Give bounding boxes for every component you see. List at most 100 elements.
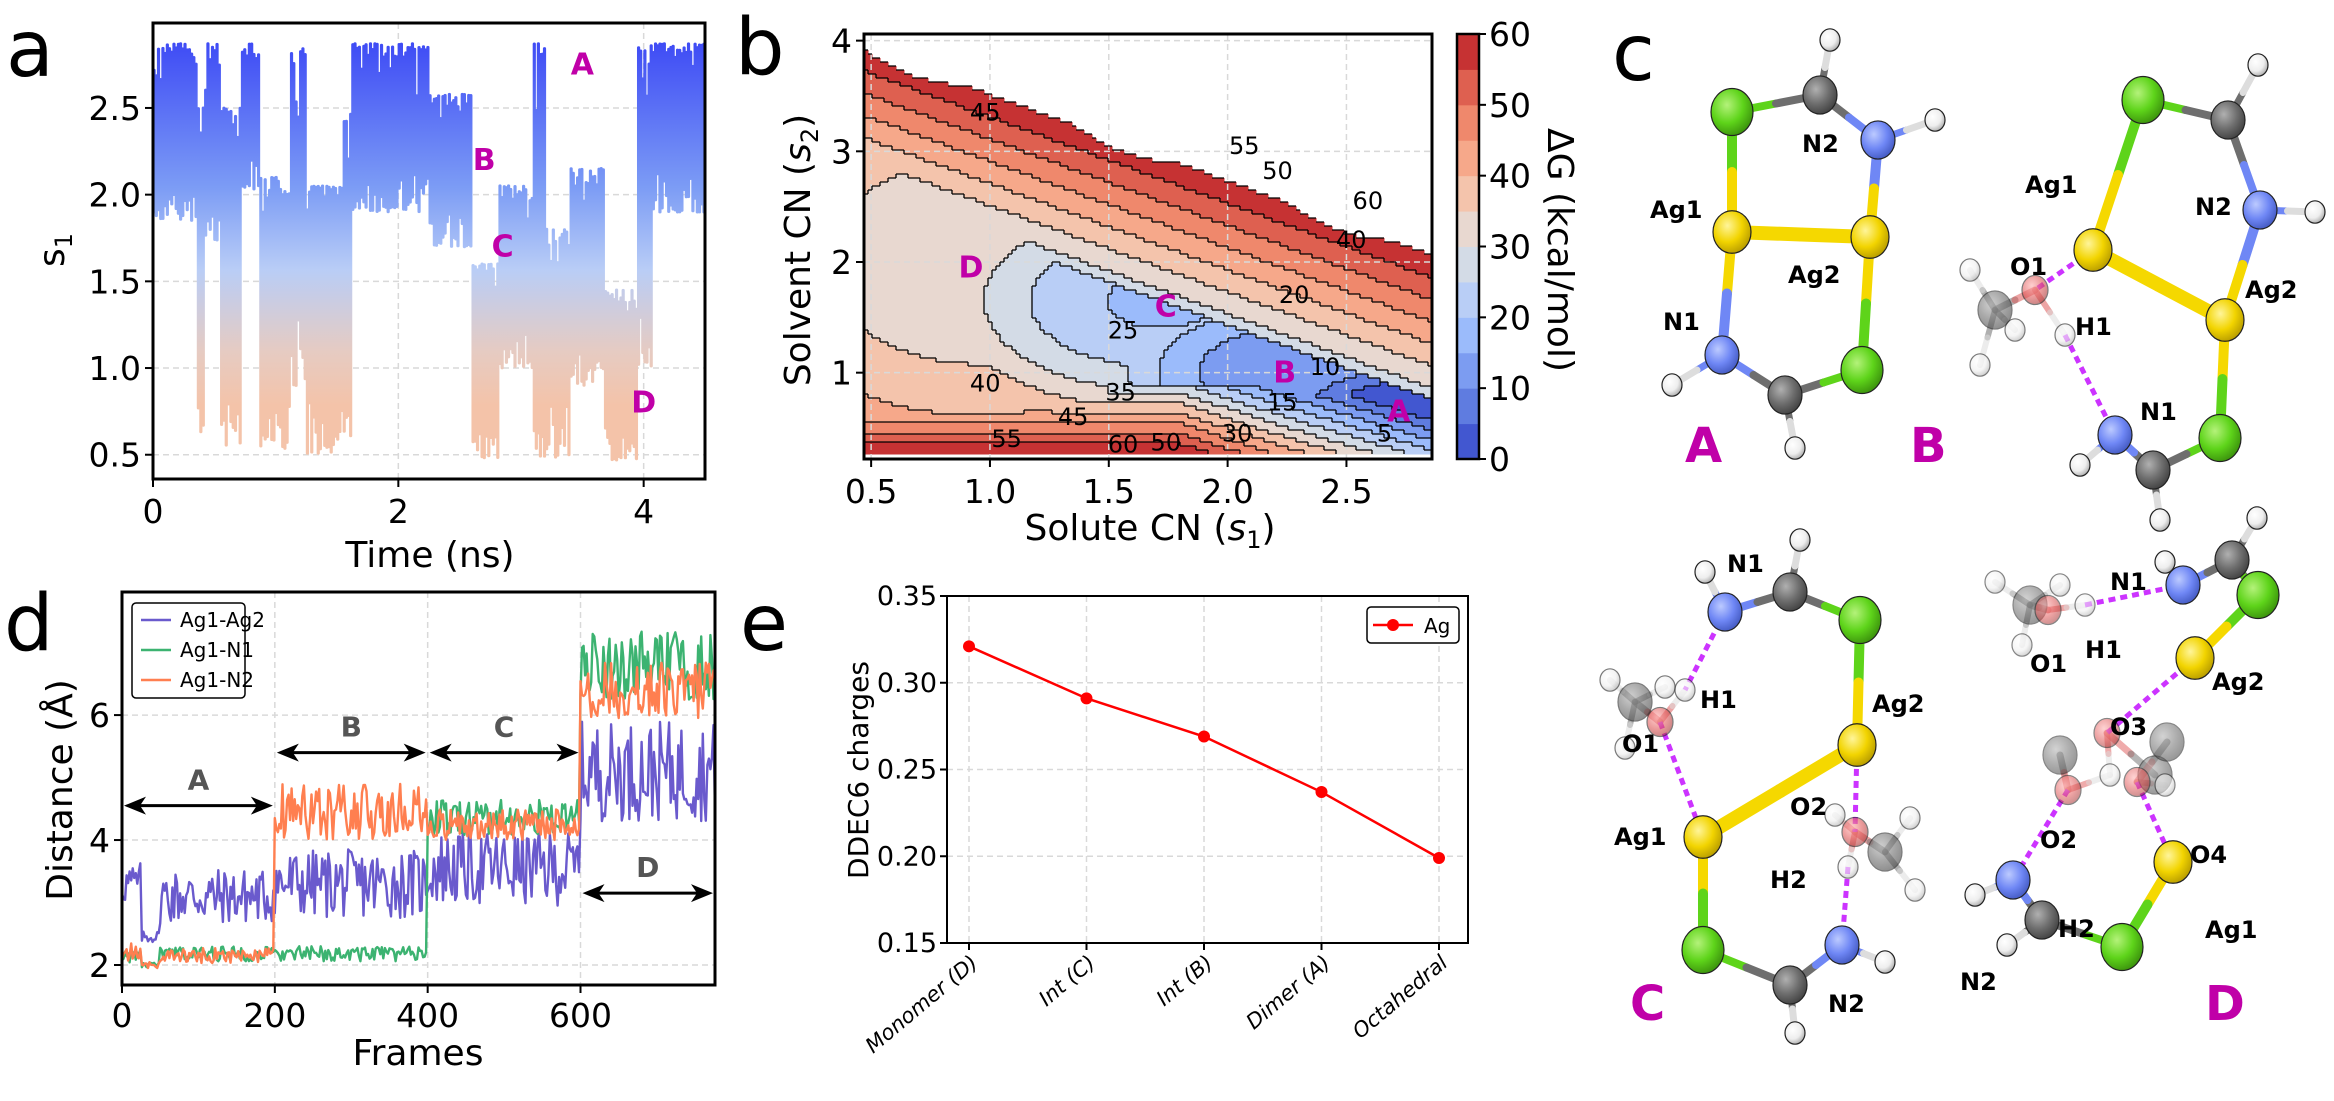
contour-cell	[932, 378, 937, 383]
contour-cell	[868, 330, 873, 335]
contour-cell	[880, 218, 885, 223]
contour-cell	[1000, 430, 1005, 435]
contour-cell	[900, 362, 905, 367]
contour-cell	[956, 162, 961, 167]
contour-cell	[892, 318, 897, 323]
contour-cell	[1048, 398, 1053, 403]
contour-cell	[928, 146, 933, 151]
contour-cell	[980, 378, 985, 383]
contour-cell	[904, 170, 909, 175]
contour-cell	[1052, 198, 1057, 203]
contour-cell	[1036, 310, 1041, 315]
contour-cell	[1064, 422, 1069, 427]
contour-cell	[1004, 354, 1009, 359]
contour-cell	[868, 54, 873, 59]
contour-cell	[940, 162, 945, 167]
contour-cell	[972, 414, 977, 419]
contour-cell	[1032, 418, 1037, 423]
contour-cell	[1036, 158, 1041, 163]
contour-cell	[964, 234, 969, 239]
contour-cell	[1024, 338, 1029, 343]
contour-cell	[884, 174, 889, 179]
contour-cell	[1036, 442, 1041, 447]
contour-cell	[1056, 254, 1061, 259]
contour-cell	[1004, 418, 1009, 423]
contour-cell	[924, 194, 929, 199]
contour-cell	[936, 226, 941, 231]
contour-cell	[1012, 366, 1017, 371]
contour-cell	[1004, 290, 1009, 295]
contour-cell	[1052, 418, 1057, 423]
contour-cell	[968, 234, 973, 239]
contour-cell	[888, 290, 893, 295]
contour-cell	[1036, 134, 1041, 139]
contour-cell	[1004, 350, 1009, 355]
contour-cell	[1032, 274, 1037, 279]
contour-cell	[904, 302, 909, 307]
contour-cell	[892, 450, 897, 455]
contour-cell	[916, 166, 921, 171]
contour-cell	[1004, 422, 1009, 427]
contour-cell	[1012, 414, 1017, 419]
contour-cell	[932, 198, 937, 203]
contour-cell	[956, 234, 961, 239]
contour-cell	[864, 74, 869, 79]
contour-cell	[880, 314, 885, 319]
contour-cell	[884, 110, 889, 115]
contour-cell	[1056, 202, 1061, 207]
contour-cell	[1028, 234, 1033, 239]
contour-cell	[956, 386, 961, 391]
contour-cell	[900, 298, 905, 303]
contour-cell	[864, 186, 869, 191]
contour-cell	[884, 218, 889, 223]
contour-cell	[964, 398, 969, 403]
contour-cell	[984, 450, 989, 455]
contour-cell	[888, 122, 893, 127]
contour-cell	[912, 154, 917, 159]
contour-cell	[904, 422, 909, 427]
contour-cell	[896, 198, 901, 203]
contour-cell	[1000, 422, 1005, 427]
contour-cell	[948, 166, 953, 171]
contour-cell	[940, 450, 945, 455]
contour-cell	[980, 418, 985, 423]
contour-cell	[1020, 162, 1025, 167]
contour-cell	[964, 346, 969, 351]
contour-cell	[940, 142, 945, 147]
contour-cell	[904, 354, 909, 359]
contour-cell	[952, 414, 957, 419]
contour-cell	[952, 214, 957, 219]
contour-cell	[872, 374, 877, 379]
contour-cell	[1056, 158, 1061, 163]
contour-cell	[912, 414, 917, 419]
contour-cell	[888, 406, 893, 411]
contour-cell	[896, 246, 901, 251]
contour-cell	[912, 354, 917, 359]
contour-cell	[1012, 146, 1017, 151]
contour-cell	[1068, 258, 1073, 263]
contour-cell	[880, 350, 885, 355]
contour-cell	[924, 202, 929, 207]
contour-cell	[980, 274, 985, 279]
contour-cell	[956, 402, 961, 407]
contour-cell	[956, 366, 961, 371]
contour-cell	[984, 234, 989, 239]
contour-cell	[1020, 286, 1025, 291]
contour-cell	[984, 226, 989, 231]
contour-cell	[1024, 390, 1029, 395]
contour-cell	[968, 354, 973, 359]
contour-cell	[984, 230, 989, 235]
contour-cell	[908, 102, 913, 107]
contour-cell	[928, 326, 933, 331]
contour-cell	[952, 170, 957, 175]
contour-cell	[864, 250, 869, 255]
contour-cell	[888, 178, 893, 183]
contour-cell	[984, 358, 989, 363]
contour-cell	[960, 158, 965, 163]
contour-cell	[924, 390, 929, 395]
contour-cell	[900, 134, 905, 139]
contour-cell	[1032, 214, 1037, 219]
contour-cell	[868, 378, 873, 383]
contour-cell	[884, 378, 889, 383]
contour-cell	[916, 114, 921, 119]
